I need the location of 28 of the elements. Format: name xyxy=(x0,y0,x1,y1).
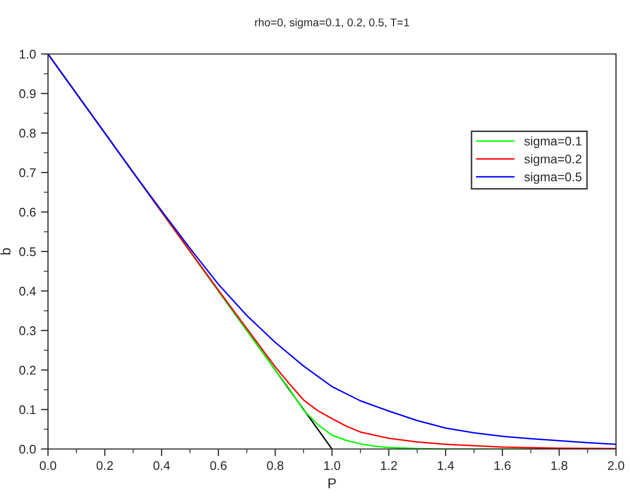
y-tick-label: 0.9 xyxy=(19,89,36,98)
x-tick-label: 0.0 xyxy=(40,461,56,470)
y-tick-label: 0.4 xyxy=(19,286,36,296)
x-tick-label: 2.0 xyxy=(608,461,624,470)
x-tick-label: 1.6 xyxy=(494,461,511,470)
x-tick-label: 1.0 xyxy=(324,461,340,470)
y-tick-label: 0.2 xyxy=(19,366,36,375)
y-tick-label: 0.3 xyxy=(19,326,36,336)
x-tick-label: 1.4 xyxy=(438,461,454,470)
y-tick-label: 0.0 xyxy=(19,444,36,454)
x-tick-label: 0.8 xyxy=(267,461,284,470)
y-tick-label: 1.0 xyxy=(20,50,36,59)
y-tick-label: 0.8 xyxy=(19,128,36,138)
x-tick-label: 0.2 xyxy=(96,461,113,470)
y-tick-label: 0.7 xyxy=(19,168,36,178)
x-tick-label: 1.2 xyxy=(381,461,397,470)
legend-label: sigma=0.2 xyxy=(524,154,582,166)
legend-label: sigma=0.5 xyxy=(524,172,582,184)
y-axis-title: b xyxy=(0,248,11,254)
x-tick-label: 1.8 xyxy=(551,461,568,470)
x-axis-title: P xyxy=(328,478,336,488)
x-tick-label: 0.6 xyxy=(210,461,227,470)
legend-label: sigma=0.1 xyxy=(524,136,582,148)
x-tick-label: 0.4 xyxy=(153,461,170,470)
y-tick-label: 0.6 xyxy=(19,208,36,217)
y-tick-label: 0.5 xyxy=(19,247,36,256)
y-tick-label: 0.1 xyxy=(19,405,36,414)
chart-title: rho=0, sigma=0.1, 0.2, 0.5, T=1 xyxy=(255,18,410,29)
